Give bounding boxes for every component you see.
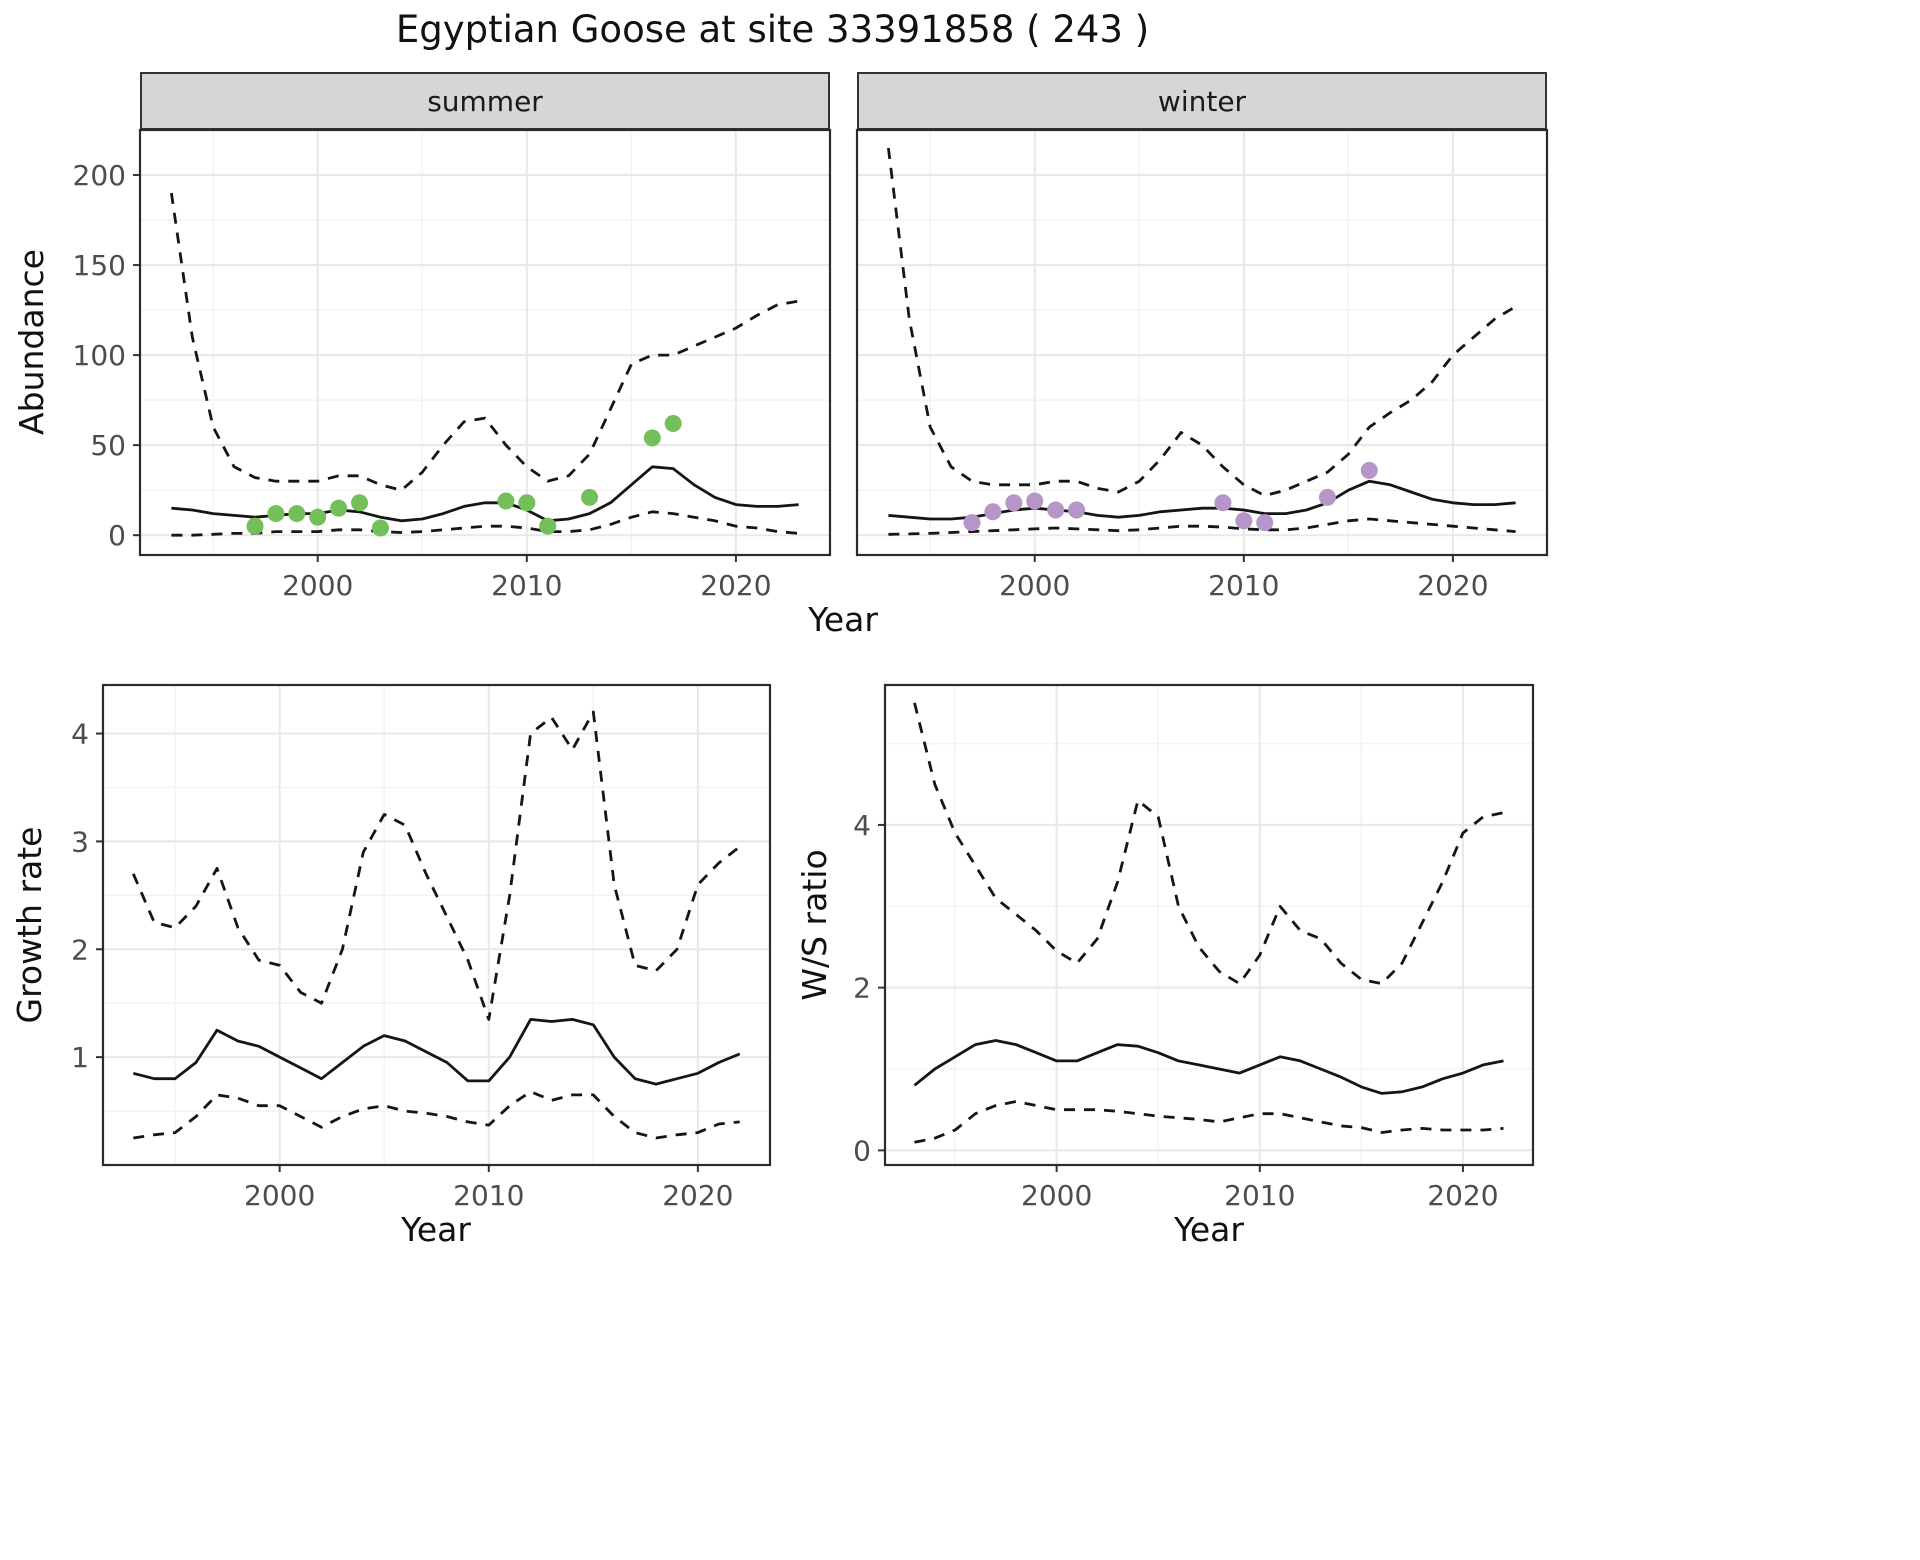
svg-text:3: 3 [71, 825, 89, 858]
svg-text:2010: 2010 [453, 1179, 524, 1212]
svg-text:2000: 2000 [999, 569, 1070, 602]
svg-text:2020: 2020 [700, 569, 771, 602]
svg-text:2020: 2020 [1427, 1179, 1498, 1212]
svg-text:2020: 2020 [662, 1179, 733, 1212]
abundance-winter-plot: 2000 2010 2020 [855, 128, 1549, 602]
svg-text:0: 0 [853, 1134, 871, 1167]
svg-text:2: 2 [853, 972, 871, 1005]
abundance-summer-plot: 2000 2010 2020 0 50 100 150 200 [73, 128, 832, 602]
svg-text:2000: 2000 [282, 569, 353, 602]
y-axis-label-abundance: Abundance [12, 249, 51, 435]
svg-text:4: 4 [853, 809, 871, 842]
figure-title: Egyptian Goose at site 33391858 ( 243 ) [395, 8, 1150, 51]
svg-text:0: 0 [108, 519, 126, 552]
x-axis-label-top-year: Year [808, 600, 878, 639]
svg-text:100: 100 [73, 339, 126, 372]
svg-text:2: 2 [71, 933, 89, 966]
svg-text:200: 200 [73, 159, 126, 192]
svg-text:2000: 2000 [1021, 1179, 1092, 1212]
x-axis-label-growth-year: Year [401, 1210, 471, 1249]
svg-text:2020: 2020 [1417, 569, 1488, 602]
ws-ratio-plot: 2000 2010 2020 0 2 4 [853, 683, 1535, 1212]
x-axis-label-ws-year: Year [1174, 1210, 1244, 1249]
facet-strip-winter-label: winter [1157, 84, 1247, 118]
svg-text:2010: 2010 [1208, 569, 1279, 602]
growth-rate-plot: 2000 2010 2020 1 2 3 4 [71, 683, 772, 1212]
svg-text:2000: 2000 [244, 1179, 315, 1212]
svg-text:1: 1 [71, 1041, 89, 1074]
svg-text:2010: 2010 [491, 569, 562, 602]
svg-text:50: 50 [90, 429, 126, 462]
svg-text:2010: 2010 [1224, 1179, 1295, 1212]
svg-text:150: 150 [73, 249, 126, 282]
facet-strip-summer: summer [140, 72, 830, 130]
svg-text:4: 4 [71, 718, 89, 751]
y-axis-label-growth-rate: Growth rate [10, 826, 49, 1024]
y-axis-label-ws-ratio: W/S ratio [795, 849, 834, 1001]
facet-strip-summer-label: summer [427, 84, 543, 118]
